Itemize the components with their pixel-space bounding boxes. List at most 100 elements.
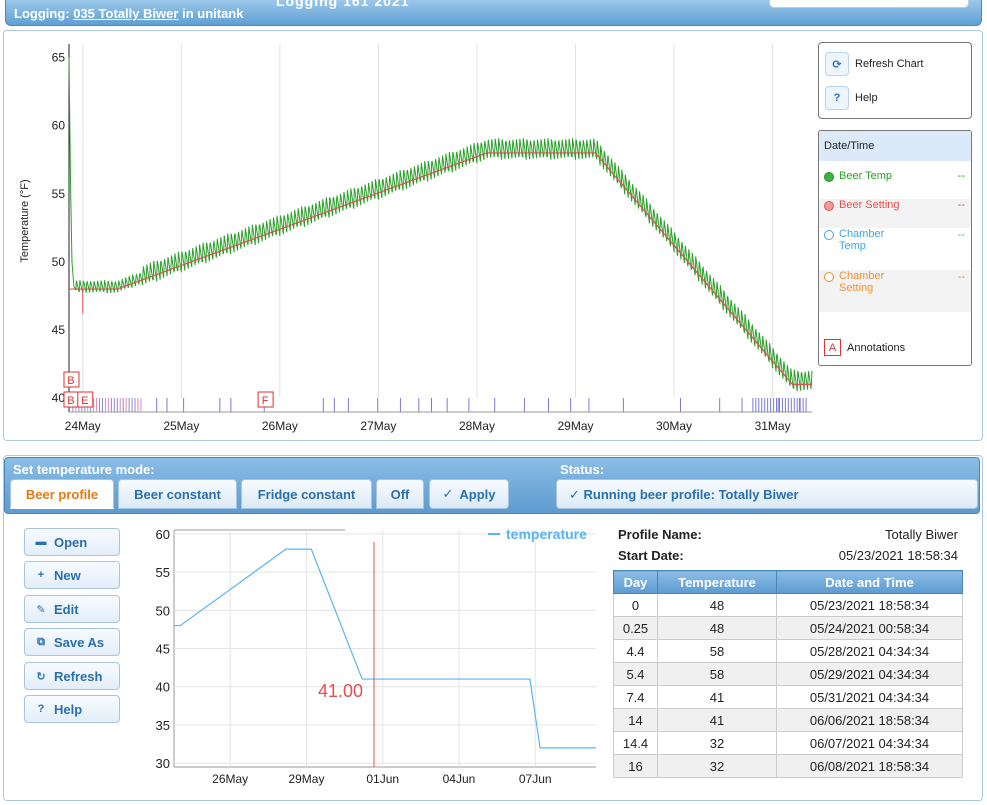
apply-label: Apply [459, 486, 496, 502]
refresh-icon: ↻ [36, 670, 46, 683]
day-cell[interactable]: 0.25 [613, 616, 658, 640]
table-row[interactable]: 16 32 06/08/2021 18:58:34 [613, 754, 963, 778]
status-label: Status: [560, 462, 605, 477]
legend-label: Beer Temp [839, 170, 892, 182]
help-label: Help [54, 701, 83, 717]
day-cell[interactable]: 5.4 [613, 662, 658, 686]
day-cell[interactable]: 4.4 [613, 639, 658, 663]
y-tick-label: 65 [52, 51, 66, 65]
legend-item-chamber-setting[interactable]: Chamber Setting [819, 270, 971, 312]
temp-cell[interactable]: 48 [657, 593, 777, 617]
temperature-line [174, 548, 596, 749]
profile-preview-chart[interactable]: 30 35 40 45 50 55 60 26May 29May 01Jun 04Jun 07Jun 4… [140, 518, 605, 790]
x-tick-label: 30May [656, 419, 692, 433]
help-button[interactable]: ? Help [24, 695, 120, 723]
date-cell[interactable]: 05/29/2021 04:34:34 [776, 662, 963, 686]
refresh-chart-button[interactable]: ⟳ Refresh Chart [825, 51, 923, 77]
refresh-button[interactable]: ↻ Refresh [24, 662, 120, 690]
x-tick-label: 27May [360, 419, 396, 433]
annotation-icon: A [824, 339, 841, 356]
beer-temp-line [68, 57, 813, 392]
annotation-label: E [81, 395, 88, 407]
date-cell[interactable]: 06/07/2021 04:34:34 [776, 731, 963, 755]
tab-beer-profile[interactable]: Beer profile [10, 479, 114, 509]
table-row[interactable]: 14.4 32 06/07/2021 04:34:34 [613, 731, 963, 755]
legend-item-beer-temp[interactable]: Beer Temp -- [819, 170, 971, 199]
chamber-temp-dot-icon [824, 230, 834, 240]
date-cell[interactable]: 05/31/2021 04:34:34 [776, 685, 963, 709]
date-cell[interactable]: 06/08/2021 18:58:34 [776, 754, 963, 778]
new-button[interactable]: + New [24, 561, 120, 589]
annotations-toggle[interactable]: A Annotations [824, 339, 905, 356]
y-tick-label: 40 [156, 680, 170, 695]
table-row[interactable]: 0 48 05/23/2021 18:58:34 [613, 593, 963, 617]
check-icon: ✓ [442, 486, 454, 501]
table-row[interactable]: 14 41 06/06/2021 18:58:34 [613, 708, 963, 732]
logging-line: Logging: 035 Totally Biwer in unitank [14, 6, 243, 21]
temp-cell[interactable]: 32 [657, 731, 777, 755]
y-tick-label: 60 [156, 527, 170, 542]
table-row[interactable]: 7.4 41 05/31/2021 04:34:34 [613, 685, 963, 709]
apply-button[interactable]: ✓ Apply [429, 479, 509, 509]
y-tick-label: 35 [156, 718, 170, 733]
y-tick-label: 50 [52, 255, 66, 269]
refresh-icon: ⟳ [825, 52, 849, 76]
y-tick-label: 45 [52, 323, 66, 337]
refresh-label: Refresh [54, 668, 103, 684]
annotation-marker [63, 371, 80, 388]
day-cell[interactable]: 16 [613, 754, 658, 778]
day-cell[interactable]: 14 [613, 708, 658, 732]
tab-off[interactable]: Off [376, 479, 424, 509]
x-tick-label: 26May [212, 772, 248, 786]
column-header-date-time: Date and Time [776, 570, 963, 594]
top-header-bar: Logging 161 2021 Logging: 035 Totally Bi… [5, 0, 982, 26]
header-dropdown[interactable] [769, 0, 969, 8]
chamber-setting-dot-icon [824, 272, 834, 282]
tab-beer-constant[interactable]: Beer constant [118, 479, 237, 509]
refresh-chart-label: Refresh Chart [855, 58, 924, 70]
open-button[interactable]: ▬ Open [24, 528, 120, 556]
beer-setting-line [69, 152, 812, 385]
annotation-marker [257, 391, 274, 408]
chart-help-button[interactable]: ? Help [825, 85, 878, 111]
table-row[interactable]: 0.25 48 05/24/2021 00:58:34 [613, 616, 963, 640]
table-row[interactable]: 5.4 58 05/29/2021 04:34:34 [613, 662, 963, 686]
chart-legend: Date/Time Beer Temp -- Beer Setting -- C… [818, 130, 972, 366]
y-tick-label: 45 [156, 642, 170, 657]
date-cell[interactable]: 05/23/2021 18:58:34 [776, 593, 963, 617]
y-tick-label: 55 [52, 187, 66, 201]
y-tick-label: 60 [52, 119, 66, 133]
temp-cell[interactable]: 58 [657, 662, 777, 686]
tab-fridge-constant[interactable]: Fridge constant [241, 479, 372, 509]
mode-label: Set temperature mode: [13, 462, 155, 477]
legend-item-chamber-temp[interactable]: Chamber Temp [819, 228, 909, 270]
log-name-link[interactable]: 035 Totally Biwer [73, 6, 179, 21]
status-text: Running beer profile: Totally Biwer [583, 487, 799, 502]
day-cell[interactable]: 7.4 [613, 685, 658, 709]
date-cell[interactable]: 05/24/2021 00:58:34 [776, 616, 963, 640]
x-tick-label: 28May [459, 419, 495, 433]
temp-cell[interactable]: 48 [657, 616, 777, 640]
profile-name-value: Totally Biwer [885, 527, 958, 542]
day-cell[interactable]: 14.4 [613, 731, 658, 755]
temp-cell[interactable]: 41 [657, 685, 777, 709]
date-cell[interactable]: 05/28/2021 04:34:34 [776, 639, 963, 663]
legend-item-beer-setting[interactable]: Beer Setting -- [819, 199, 971, 228]
table-header-row: Day Temperature Date and Time [613, 570, 963, 594]
legend-value: -- [957, 170, 965, 182]
start-date-value: 05/23/2021 18:58:34 [838, 548, 958, 563]
table-row[interactable]: 4.4 58 05/28/2021 04:34:34 [613, 639, 963, 663]
temp-cell[interactable]: 41 [657, 708, 777, 732]
help-icon: ? [37, 703, 45, 715]
beer-setting-dot-icon [824, 201, 834, 211]
temperature-log-chart[interactable]: 40 45 50 55 60 65 24May 25May 26May 27May 28May 29M… [0, 0, 987, 445]
logging-suffix: in unitank [182, 6, 244, 21]
date-cell[interactable]: 06/06/2021 18:58:34 [776, 708, 963, 732]
temp-cell[interactable]: 58 [657, 639, 777, 663]
current-value-label: 41.00 [318, 681, 363, 701]
legend-value: -- [957, 271, 965, 283]
save-as-button[interactable]: ⧉ Save As [24, 628, 120, 656]
temp-cell[interactable]: 32 [657, 754, 777, 778]
edit-button[interactable]: ✎ Edit [24, 595, 120, 623]
day-cell[interactable]: 0 [613, 593, 658, 617]
